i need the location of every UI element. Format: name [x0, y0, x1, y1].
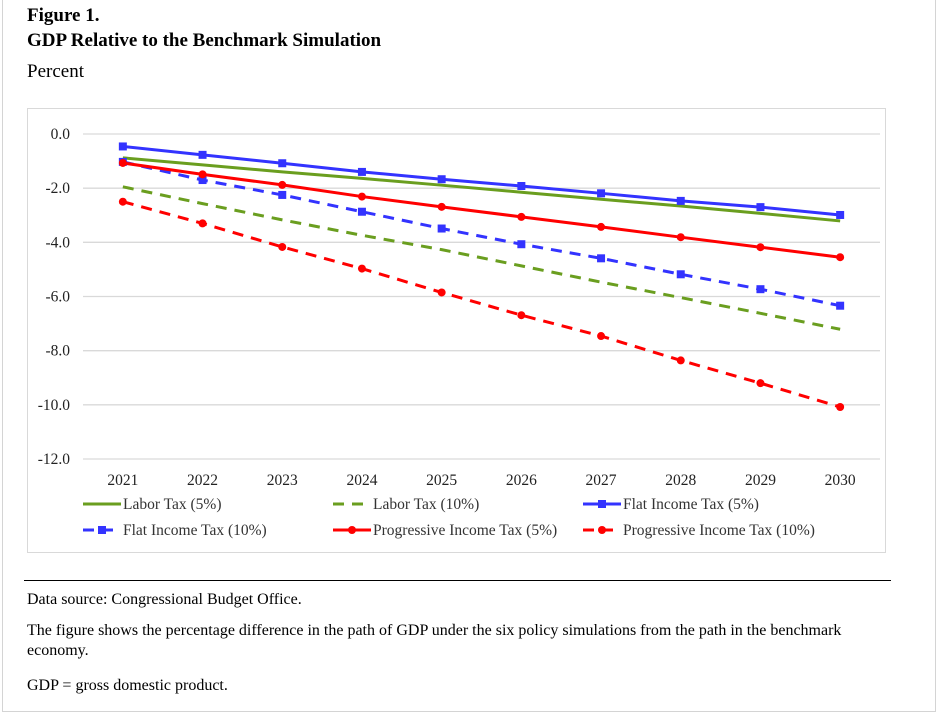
data-point-square — [676, 196, 685, 205]
data-point-circle — [357, 264, 366, 273]
data-point-square — [517, 182, 526, 190]
data-point-circle — [278, 180, 287, 189]
legend-item: Flat Income Tax (10%) — [83, 522, 267, 539]
data-point-square — [597, 254, 606, 263]
legend-label: Flat Income Tax (10%) — [123, 522, 267, 539]
y-tick-label: -4.0 — [45, 234, 70, 251]
figure-label: Figure 1. — [27, 5, 100, 26]
data-point-circle — [597, 332, 606, 341]
data-point-circle — [676, 233, 685, 242]
data-point-circle — [517, 212, 526, 221]
figure-units: Percent — [27, 61, 84, 82]
data-point-square — [98, 526, 106, 534]
legend-item: Labor Tax (5%) — [83, 496, 221, 513]
data-point-circle — [756, 243, 765, 252]
data-point-square — [198, 150, 207, 159]
data-point-circle — [278, 242, 287, 251]
y-tick-label: -6.0 — [45, 289, 70, 306]
series-progressive-income-tax-10 — [118, 197, 845, 411]
x-tick-label: 2024 — [346, 472, 377, 489]
legend-item: Progressive Income Tax (10%) — [583, 522, 815, 539]
x-axis-ticks: 2021 2022 2023 2024 2025 2026 2027 2028 2029 2030 — [107, 472, 856, 489]
data-point-square — [437, 224, 446, 233]
y-tick-label: -12.0 — [38, 451, 71, 468]
series-lines — [118, 142, 845, 411]
line-chart: 0.0-2.0-4.0-6.0-8.0-10.0-12.0 2021 2022 20… — [38, 126, 880, 539]
x-tick-label: 2025 — [426, 472, 457, 489]
y-axis-ticks: 0.0 -2.0 -4.0 -6.0 -8.0 -10.0 -12.0 — [38, 126, 71, 468]
data-point-circle — [836, 253, 845, 262]
data-point-circle — [118, 197, 127, 206]
data-point-circle — [118, 158, 127, 167]
data-point-square — [278, 190, 287, 199]
data-point-square — [756, 285, 765, 294]
data-point-square — [598, 500, 606, 508]
chart-area: 0.0 -2.0 -4.0 -6.0 -8.0 -10.0 -12.0 2021 2022 20… — [27, 108, 886, 553]
series-labor-tax-10 — [122, 185, 841, 331]
x-tick-label: 2026 — [506, 472, 537, 489]
x-tick-label: 2030 — [825, 472, 856, 489]
x-tick-label: 2029 — [745, 472, 776, 489]
x-tick-label: 2022 — [187, 472, 218, 489]
data-point-circle — [437, 288, 446, 297]
series-flat-income-tax-10 — [118, 157, 845, 310]
data-point-square — [437, 175, 446, 184]
x-tick-label: 2023 — [267, 472, 298, 489]
series-line — [122, 200, 841, 409]
data-point-circle — [517, 311, 526, 320]
legend-item: Flat Income Tax (5%) — [583, 496, 759, 513]
y-tick-label: -8.0 — [45, 343, 70, 360]
data-point-circle — [597, 222, 606, 231]
data-point-circle — [836, 403, 845, 411]
data-point-square — [836, 301, 845, 310]
x-tick-label: 2027 — [586, 472, 617, 489]
series-labor-tax-5 — [122, 156, 841, 223]
legend-label: Labor Tax (10%) — [373, 496, 479, 513]
series-line — [122, 144, 841, 217]
y-tick-label: 0.0 — [51, 126, 71, 143]
data-point-circle — [437, 202, 446, 211]
series-line — [122, 156, 841, 223]
legend-label: Progressive Income Tax (5%) — [373, 522, 557, 539]
y-tick-label: -2.0 — [45, 180, 70, 197]
x-tick-label: 2028 — [665, 472, 696, 489]
legend-label: Progressive Income Tax (10%) — [623, 522, 815, 539]
data-point-circle — [357, 192, 366, 201]
figure-title: GDP Relative to the Benchmark Simulation — [27, 30, 382, 51]
data-point-circle — [348, 526, 356, 534]
legend-label: Labor Tax (5%) — [123, 496, 221, 513]
notes-divider — [24, 580, 891, 581]
legend: Labor Tax (5%) Labor Tax (10%) Flat Income… — [83, 496, 815, 539]
description-note: The figure shows the percentage differen… — [27, 622, 842, 659]
data-point-square — [357, 207, 366, 216]
y-tick-label: -10.0 — [38, 397, 71, 414]
series-flat-income-tax-5 — [118, 142, 845, 219]
x-tick-label: 2021 — [107, 472, 138, 489]
series-line — [122, 160, 841, 308]
data-point-square — [836, 210, 845, 219]
data-point-circle — [756, 379, 765, 388]
data-point-square — [676, 270, 685, 279]
series-progressive-income-tax-5 — [118, 158, 845, 262]
data-source-note: Data source: Congressional Budget Office… — [27, 591, 302, 608]
data-point-square — [597, 189, 606, 198]
data-point-square — [198, 176, 207, 185]
legend-label: Flat Income Tax (5%) — [623, 496, 759, 513]
data-point-square — [118, 142, 127, 151]
series-line — [122, 161, 841, 259]
abbreviation-note: GDP = gross domestic product. — [27, 677, 228, 694]
data-point-circle — [598, 526, 606, 534]
data-point-circle — [198, 170, 207, 179]
legend-item: Progressive Income Tax (5%) — [333, 522, 557, 539]
legend-item: Labor Tax (10%) — [333, 496, 479, 513]
data-point-circle — [676, 356, 685, 365]
data-point-square — [756, 203, 765, 212]
series-line — [122, 185, 841, 331]
data-point-square — [278, 159, 287, 168]
data-point-square — [357, 167, 366, 176]
data-point-square — [517, 240, 526, 249]
data-point-circle — [198, 219, 207, 228]
